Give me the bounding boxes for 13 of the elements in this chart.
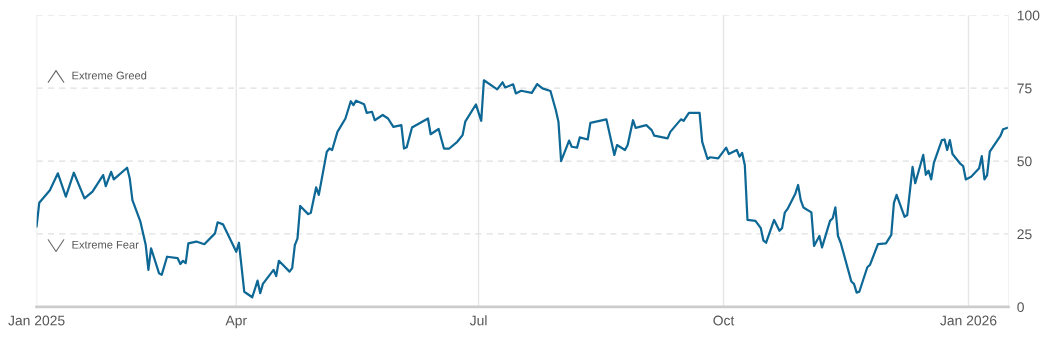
line-series (36, 79, 1009, 299)
x-tick-label: Oct (713, 315, 735, 326)
y-tick-label: 100 (1017, 10, 1040, 21)
y-tick-label: 0 (1017, 302, 1024, 313)
annotation: Extreme Greed (72, 71, 147, 80)
x-tick-label: Jan 2025 (8, 315, 65, 326)
y-tick-label: 25 (1017, 229, 1032, 240)
y-tick-label: 50 (1017, 156, 1032, 167)
x-tick-label: Jan 2026 (940, 315, 997, 326)
x-tick-label: Jul (469, 315, 487, 326)
annotation: Extreme Fear (72, 240, 139, 249)
x-tick-label: Apr (225, 315, 247, 329)
y-tick-label: 75 (1017, 83, 1032, 94)
